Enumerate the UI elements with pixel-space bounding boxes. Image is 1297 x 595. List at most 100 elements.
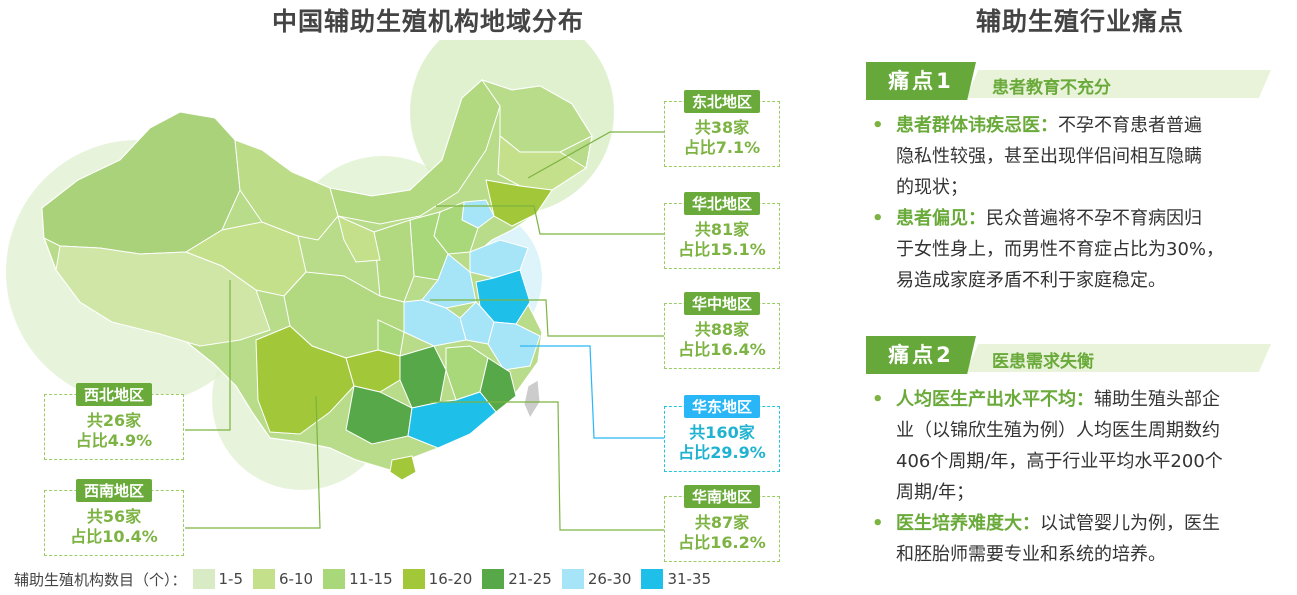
region-count: 共38家	[694, 118, 750, 137]
region-northeast: 东北地区 共38家 占比7.1%	[664, 90, 780, 167]
bullet-icon: •	[872, 513, 884, 534]
bullet-text: 业（以锦欣生殖为例）人均医生周期数约	[896, 420, 1220, 441]
region-name: 东北地区	[683, 90, 761, 113]
region-share: 占比16.2%	[678, 533, 766, 552]
pain-point-tag: 痛点1	[866, 62, 976, 100]
pain-point-tag: 痛点2	[866, 336, 976, 374]
callout-line-north	[436, 205, 666, 235]
legend-item: 21-25	[482, 569, 552, 589]
bullet-keyword: 患者群体讳疾忌医：	[896, 115, 1058, 136]
pain-point-2: 痛点2 医患需求失衡 • 人均医生产出水平不均：辅助生殖头部企 业（以锦欣生殖为…	[866, 336, 1276, 570]
bullet-keyword: 人均医生产出水平不均：	[896, 389, 1094, 410]
region-name: 西北地区	[75, 383, 153, 406]
region-name: 华南地区	[683, 485, 761, 508]
legend-item-label: 31-35	[667, 570, 712, 588]
pain-point-strip	[966, 344, 1271, 372]
region-share: 占比15.1%	[678, 240, 766, 259]
legend-swatch	[192, 569, 215, 589]
region-share: 占比10.4%	[70, 527, 158, 546]
region-name: 华东地区	[683, 395, 761, 418]
china-map	[6, 40, 666, 531]
bullet-text: 和胚胎师需要专业和系统的培养。	[896, 544, 1166, 565]
region-share: 占比16.4%	[678, 340, 766, 359]
region-central: 华中地区 共88家 占比16.4%	[664, 292, 780, 369]
province-shaanxi	[373, 219, 415, 303]
legend-item: 26-30	[561, 569, 632, 589]
province-gansu	[234, 139, 339, 241]
region-share: 占比29.9%	[678, 443, 766, 462]
region-name: 西南地区	[75, 479, 153, 502]
region-count: 共81家	[694, 220, 750, 239]
legend-item-label: 6-10	[279, 570, 314, 588]
bullet-icon: •	[872, 115, 884, 136]
legend-item-label: 1-5	[218, 570, 244, 588]
bullet-icon: •	[872, 389, 884, 410]
bullet-text: 的现状；	[896, 177, 968, 198]
legend-swatch	[402, 569, 425, 589]
province-jilin	[497, 135, 587, 191]
bullet-text: 易造成家庭矛盾不利于家庭稳定。	[896, 270, 1166, 291]
pain-point-list: • 患者群体讳疾忌医：不孕不育患者普遍 隐私性较强，甚至出现伴侣间相互隐瞒 的现…	[866, 110, 1276, 296]
list-item: • 患者偏见：民众普遍将不孕不育病因归 于女性身上，而男性不育症占比为30%， …	[866, 203, 1276, 296]
region-count: 共88家	[694, 320, 750, 339]
pain-point-header: 痛点2 医患需求失衡	[866, 336, 1276, 374]
province-zhejiang	[487, 321, 541, 371]
province-xizang	[55, 245, 271, 347]
legend-item: 11-15	[323, 569, 393, 589]
region-name: 华北地区	[683, 192, 761, 215]
bullet-text: 于女性身上，而男性不育症占比为30%，	[896, 239, 1225, 260]
legend-label: 辅助生殖机构数目（个）：	[14, 570, 187, 589]
list-item: • 患者群体讳疾忌医：不孕不育患者普遍 隐私性较强，甚至出现伴侣间相互隐瞒 的现…	[866, 110, 1276, 203]
region-east: 华东地区 共160家 占比29.9%	[664, 395, 780, 472]
province-yunnan	[255, 325, 355, 435]
pain-points-title: 辅助生殖行业痛点	[975, 7, 1184, 36]
bullet-keyword: 患者偏见：	[896, 208, 986, 229]
province-fujian	[479, 357, 517, 413]
legend-swatch	[323, 569, 346, 589]
bullet-text: 民众普遍将不孕不育病因归	[986, 208, 1202, 229]
province-heilongjiang	[480, 79, 593, 153]
map-legend: 辅助生殖机构数目（个）： 1-5 6-10 11-15 16-20 21-25 …	[14, 568, 721, 590]
region-southwest: 西南地区 共56家 占比10.4%	[44, 479, 184, 556]
bullet-text: 周期/年；	[896, 482, 975, 503]
province-taiwan	[523, 379, 541, 420]
region-south: 华南地区 共87家 占比16.2%	[664, 485, 780, 562]
legend-item: 16-20	[402, 569, 473, 589]
province-ningxia	[337, 215, 381, 263]
callout-line-south	[430, 401, 666, 531]
region-north: 华北地区 共81家 占比15.1%	[664, 192, 780, 269]
legend-item-label: 11-15	[349, 570, 393, 588]
bullet-keyword: 医生培养难度大：	[896, 513, 1040, 534]
callout-line-central	[430, 299, 666, 337]
region-count: 共160家	[689, 423, 755, 442]
legend-swatch	[641, 569, 664, 589]
pain-point-list: • 人均医生产出水平不均：辅助生殖头部企 业（以锦欣生殖为例）人均医生周期数约 …	[866, 384, 1276, 570]
region-share: 占比7.1%	[683, 138, 761, 157]
region-share: 占比4.9%	[75, 431, 153, 450]
list-item: • 人均医生产出水平不均：辅助生殖头部企 业（以锦欣生殖为例）人均医生周期数约 …	[866, 384, 1276, 508]
callout-line-northwest	[185, 280, 231, 431]
bullet-text: 406个周期/年，高于行业平均水平200个	[896, 451, 1223, 472]
callout-lines	[185, 131, 666, 531]
legend-swatch	[561, 569, 584, 589]
province-hubei	[403, 299, 467, 347]
pain-point-subtitle: 医患需求失衡	[992, 352, 1094, 372]
bullet-text: 隐私性较强，甚至出现伴侣间相互隐瞒	[896, 146, 1202, 167]
region-count: 共56家	[86, 507, 142, 526]
legend-item: 6-10	[253, 569, 313, 589]
callout-line-southwest	[185, 395, 321, 529]
bullet-text: 辅助生殖头部企	[1094, 389, 1220, 410]
province-hainan	[389, 455, 417, 481]
pain-point-header: 痛点1 患者教育不充分	[866, 62, 1276, 100]
legend-item-label: 16-20	[428, 570, 473, 588]
pain-point-subtitle: 患者教育不充分	[992, 78, 1111, 98]
list-item: • 医生培养难度大：以试管婴儿为例，医生 和胚胎师需要专业和系统的培养。	[866, 508, 1276, 570]
callout-line-east	[520, 345, 666, 439]
legend-swatch	[482, 569, 505, 589]
region-name: 华中地区	[683, 292, 761, 315]
legend-item-label: 26-30	[587, 570, 632, 588]
map-title: 中国辅助生殖机构地域分布	[271, 7, 584, 36]
pain-point-1: 痛点1 患者教育不充分 • 患者群体讳疾忌医：不孕不育患者普遍 隐私性较强，甚至…	[866, 62, 1276, 296]
legend-item: 1-5	[192, 569, 244, 589]
region-count: 共87家	[694, 513, 750, 532]
